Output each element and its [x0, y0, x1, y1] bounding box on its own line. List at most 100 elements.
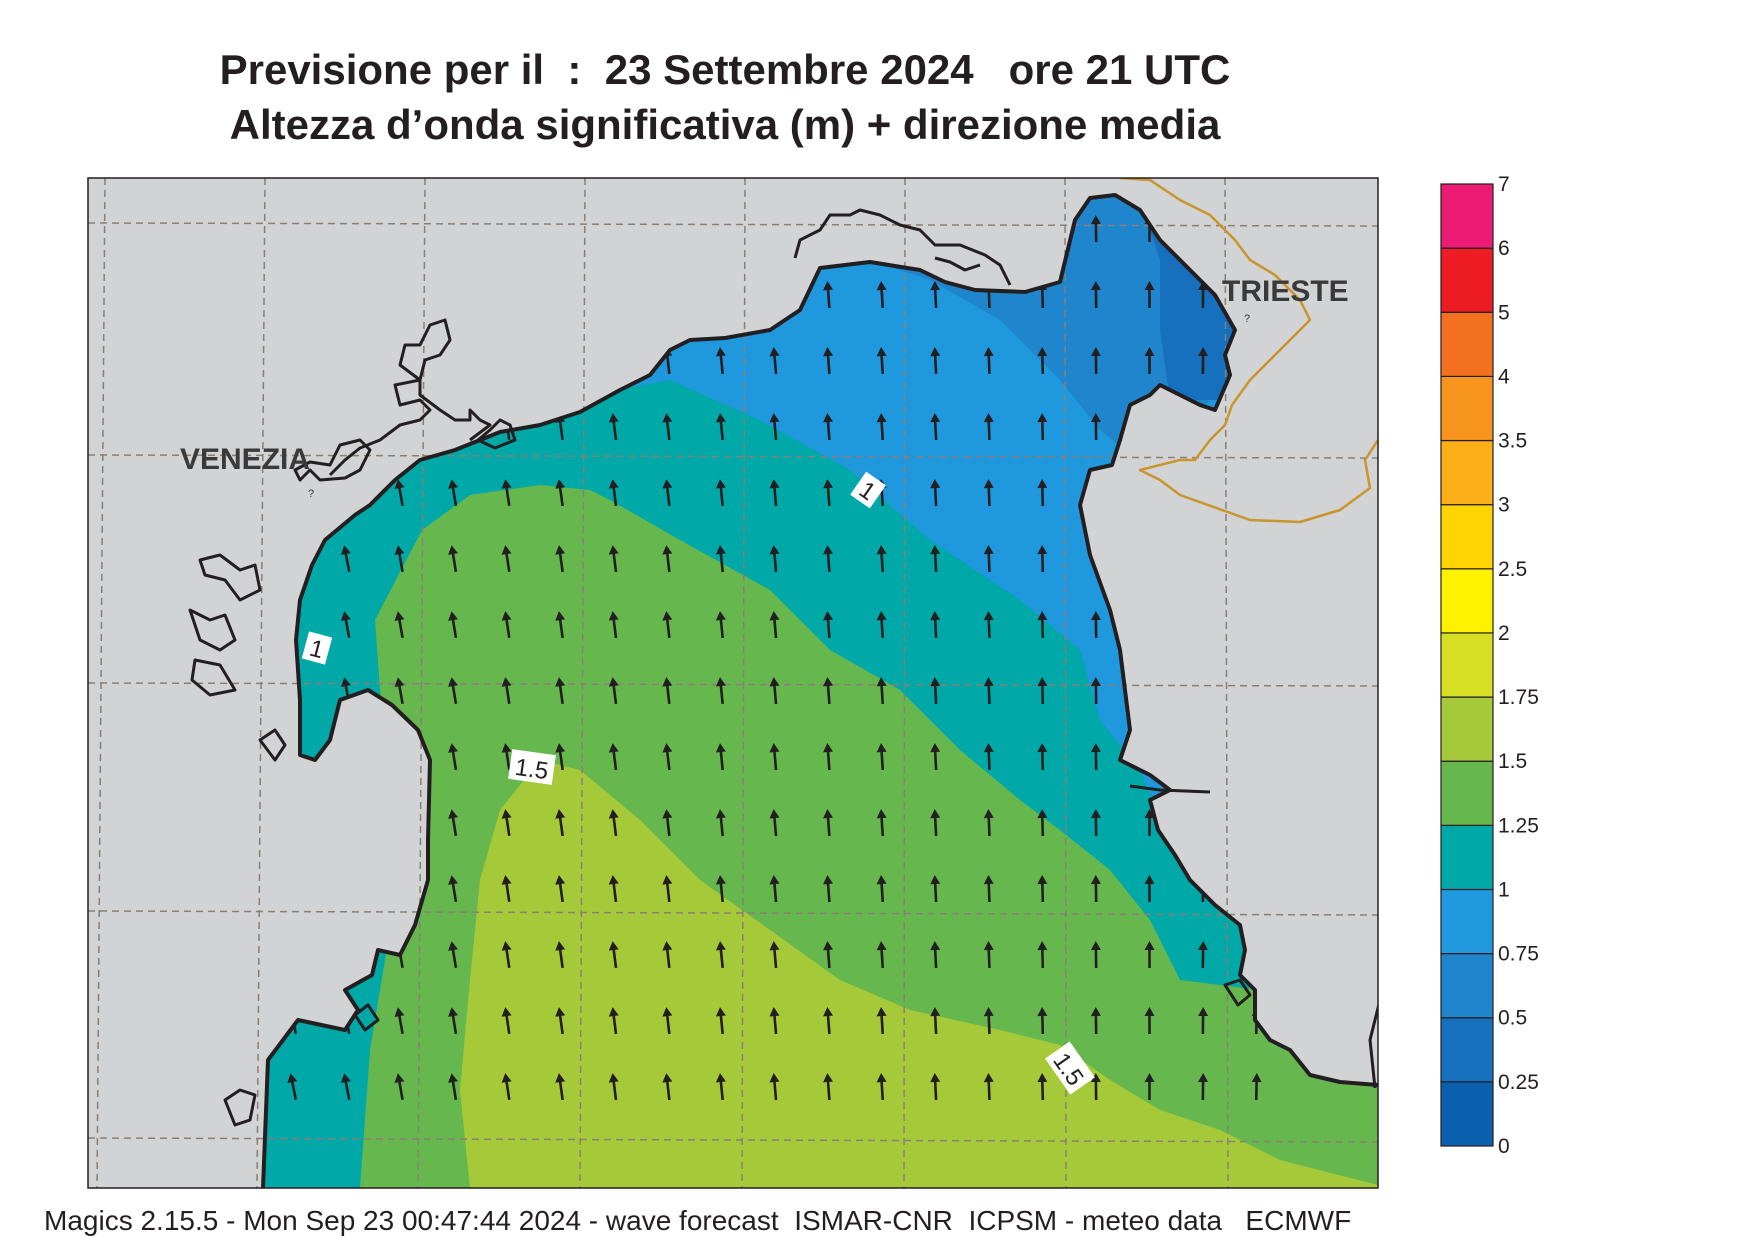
wave-arrow	[769, 479, 780, 507]
wave-arrow	[876, 1007, 887, 1035]
wave-arrow	[555, 479, 566, 507]
wave-arrow	[448, 611, 458, 639]
wave-arrow	[608, 1007, 619, 1035]
wave-arrow	[983, 413, 994, 441]
wave-arrow	[1037, 1073, 1048, 1101]
wave-arrow	[823, 1007, 834, 1035]
contour-label: 1	[850, 471, 886, 509]
legend-color-box	[1440, 824, 1494, 891]
wave-arrow	[1144, 281, 1155, 309]
wave-arrow	[715, 677, 726, 705]
legend-level-label: 1	[1498, 878, 1510, 901]
wave-arrow	[1144, 1073, 1155, 1101]
wave-arrow	[501, 677, 512, 705]
legend-color-box	[1440, 247, 1494, 313]
wave-arrow	[1198, 347, 1209, 375]
wave-arrow	[608, 479, 619, 507]
wave-arrow	[608, 941, 619, 969]
wave-arrow	[983, 1007, 994, 1035]
wave-arrow	[1090, 1073, 1101, 1101]
wave-arrow	[394, 479, 405, 507]
wave-arrow	[555, 809, 566, 837]
wave-arrow	[448, 1073, 458, 1101]
wave-arrow	[715, 347, 726, 375]
wave-arrow	[715, 545, 726, 573]
legend-level-label: 0.25	[1498, 1071, 1539, 1094]
wave-arrow	[287, 1073, 298, 1101]
wave-arrow	[394, 545, 405, 573]
wave-arrow	[876, 281, 887, 309]
wave-arrow	[715, 1007, 726, 1035]
wave-arrow	[1198, 941, 1209, 969]
wave-arrow	[876, 743, 887, 771]
wave-arrow	[448, 545, 458, 573]
wave-arrow	[662, 413, 673, 441]
wave-arrow	[555, 1007, 566, 1035]
wave-arrow	[448, 875, 458, 903]
legend-color-box	[1440, 375, 1494, 442]
wave-arrow	[876, 1073, 887, 1101]
wave-arrow	[1144, 1007, 1155, 1035]
legend-color-box	[1440, 439, 1494, 506]
wave-arrow	[394, 1073, 405, 1101]
wave-arrow	[930, 545, 941, 573]
wave-arrow	[1037, 677, 1048, 705]
wave-arrow	[983, 875, 994, 903]
wave-arrow	[876, 611, 887, 639]
wave-arrow	[448, 809, 458, 837]
graticule	[88, 178, 1378, 1188]
wave-arrow	[1090, 215, 1101, 243]
wave-arrow	[448, 743, 458, 771]
legend-level-label: 1.25	[1498, 814, 1539, 837]
wave-arrow	[876, 347, 887, 375]
wave-arrow	[662, 611, 673, 639]
wave-arrow	[608, 611, 619, 639]
city-label-venezia: VENEZIA	[180, 443, 310, 476]
wave-arrow	[1037, 875, 1048, 903]
map-title-line2: Altezza d’onda significativa (m) + direz…	[229, 101, 1221, 148]
legend-color-box	[1440, 952, 1494, 1019]
wave-arrow	[1144, 941, 1155, 969]
legend-level-label: 0.5	[1498, 1007, 1527, 1030]
wave-arrow	[876, 809, 887, 837]
wave-arrow	[769, 1073, 780, 1101]
wave-arrow	[501, 809, 512, 837]
wave-arrow	[930, 479, 941, 507]
wave-arrow	[930, 281, 941, 309]
wave-arrow	[930, 677, 941, 705]
wave-arrow	[930, 1007, 941, 1035]
wave-arrow	[769, 677, 780, 705]
wave-arrow	[983, 611, 994, 639]
wave-arrow	[1198, 1073, 1209, 1101]
legend-color-box	[1440, 632, 1494, 698]
wave-arrow	[1090, 809, 1101, 837]
wave-arrow	[769, 1007, 780, 1035]
wave-arrow	[983, 545, 994, 573]
wave-arrow	[1037, 743, 1048, 771]
wave-arrow	[823, 611, 834, 639]
legend-level-label: 0.75	[1498, 943, 1539, 966]
wave-arrow	[555, 941, 566, 969]
legend-level-label: 5	[1498, 301, 1510, 324]
legend-color-box	[1440, 568, 1494, 634]
wave-arrow	[1037, 479, 1048, 507]
wave-arrow	[823, 809, 834, 837]
wave-arrow	[930, 347, 941, 375]
wave-arrow	[823, 413, 834, 441]
wave-arrow	[555, 875, 566, 903]
wave-arrow	[769, 809, 780, 837]
wave-arrow	[876, 941, 887, 969]
city-marker-trieste: ?	[1244, 313, 1250, 325]
wave-arrow	[1090, 413, 1101, 441]
wave-arrow	[715, 941, 726, 969]
wave-arrow	[394, 677, 405, 705]
wave-arrow	[448, 677, 458, 705]
wave-arrow	[823, 941, 834, 969]
wave-arrow	[930, 611, 941, 639]
wave-arrow	[930, 941, 941, 969]
wave-arrow	[555, 743, 566, 771]
wave-arrow	[876, 677, 887, 705]
wave-arrow	[983, 743, 994, 771]
wave-arrow	[662, 743, 673, 771]
wave-arrow	[930, 413, 941, 441]
